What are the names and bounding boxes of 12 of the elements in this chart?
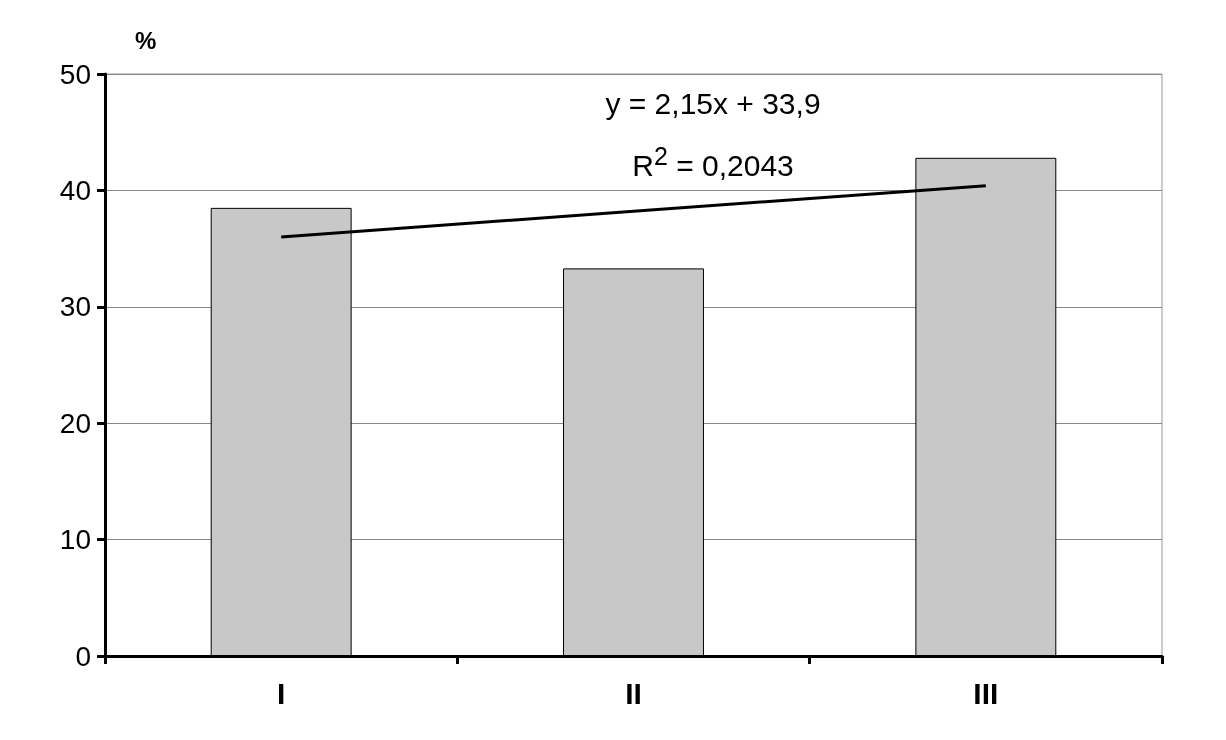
x-tick-label: III [973,676,999,710]
y-tick-label: 30 [59,291,91,323]
y-tick-label: 10 [59,524,91,556]
y-tick-label: 20 [59,407,91,439]
x-tick-label: II [625,676,642,710]
y-axis-title: % [135,26,157,54]
annotation: y = 2,15x + 33,9 [604,86,822,122]
annotation: R$^{2}$ = 0,2043 [631,141,795,184]
y-tick-label: 0 [75,640,91,672]
x-tick-label: I [276,676,286,710]
y-tick-label: 50 [59,58,91,90]
y-tick-label: 40 [59,174,91,206]
